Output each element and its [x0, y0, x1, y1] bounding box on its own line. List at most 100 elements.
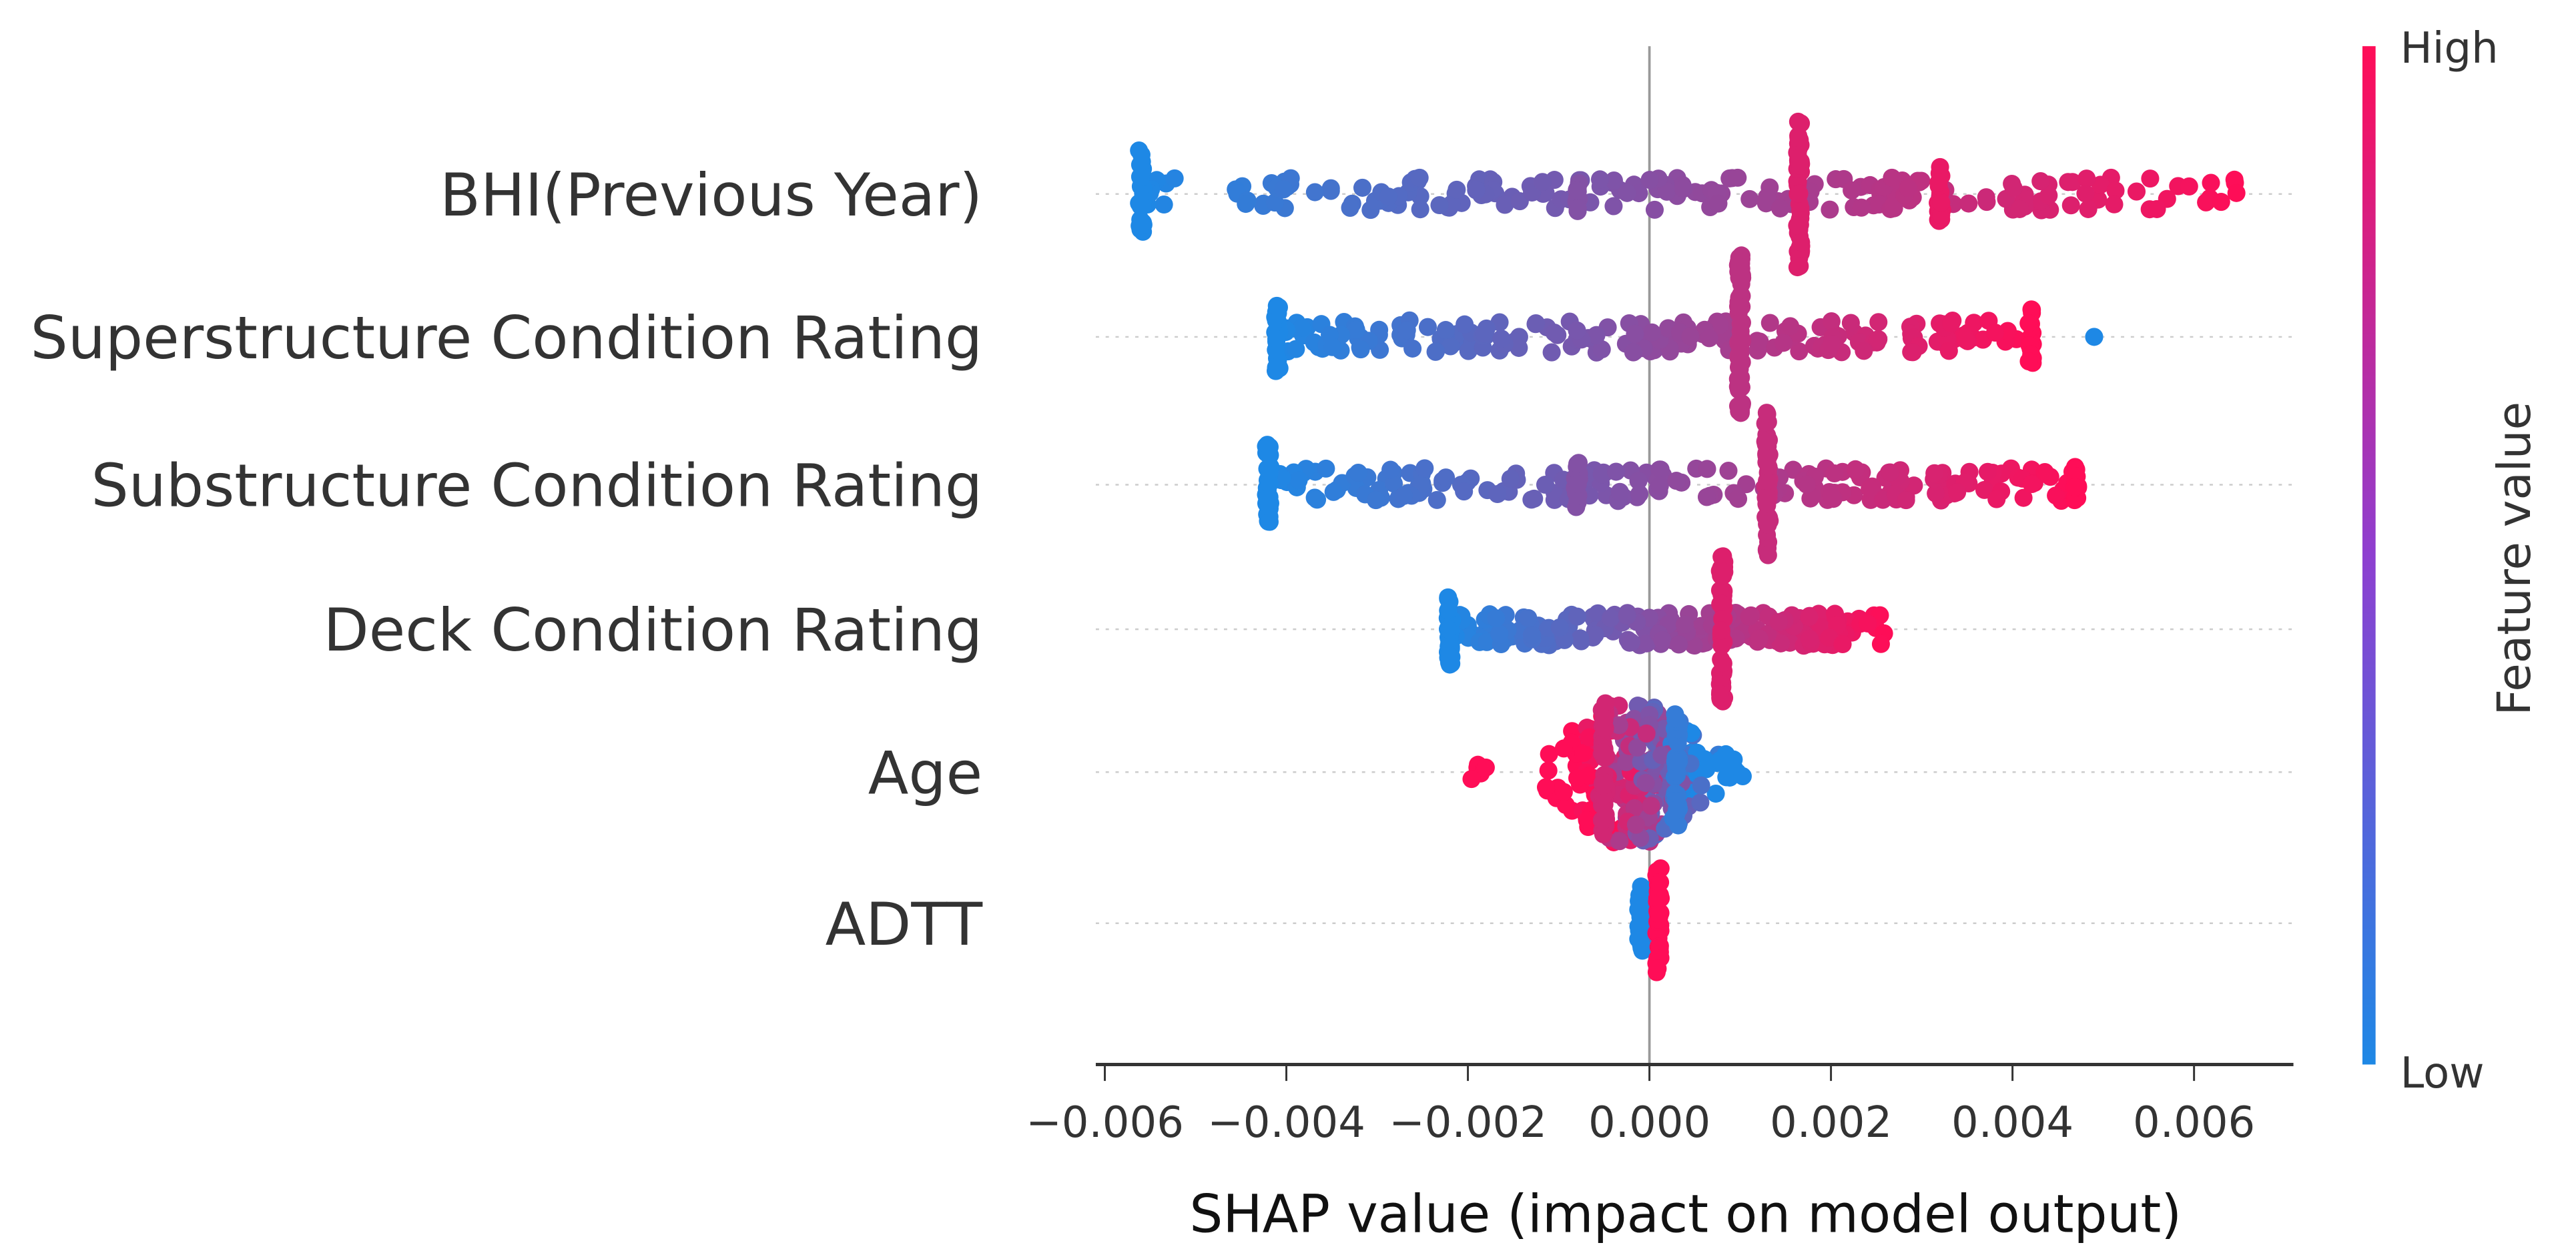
- data-point: [1897, 491, 1915, 510]
- data-point: [1467, 181, 1486, 199]
- data-point: [1260, 438, 1279, 456]
- data-point: [1737, 475, 1756, 494]
- data-point: [1792, 233, 1811, 252]
- data-point: [1710, 581, 1729, 600]
- data-point: [1594, 709, 1613, 727]
- data-point: [1574, 743, 1593, 763]
- data-point: [1649, 905, 1668, 923]
- data-point: [1932, 205, 1951, 225]
- data-point: [1820, 629, 1839, 647]
- data-point: [1667, 472, 1686, 490]
- data-point: [1757, 494, 1776, 513]
- data-point: [1353, 178, 1372, 197]
- data-point: [1510, 338, 1528, 357]
- data-point: [1728, 490, 1748, 508]
- data-point: [1488, 484, 1507, 504]
- data-point: [1571, 629, 1590, 648]
- data-point: [1430, 195, 1449, 215]
- data-point: [1760, 314, 1779, 332]
- data-point: [1637, 724, 1656, 743]
- data-point: [2031, 172, 2050, 191]
- data-point: [1321, 181, 1340, 200]
- data-point: [1728, 297, 1748, 316]
- data-point: [2091, 175, 2110, 194]
- data-point: [1155, 195, 1173, 214]
- data-point: [1624, 343, 1642, 362]
- data-point: [1617, 753, 1636, 771]
- data-point: [1698, 460, 1716, 478]
- data-point: [1846, 460, 1865, 478]
- data-point: [1709, 194, 1728, 213]
- x-tick-label: 0.000: [1588, 1098, 1710, 1148]
- data-point: [1957, 331, 1975, 350]
- data-point: [1903, 343, 1922, 362]
- colorbar-high-label: High: [2400, 24, 2499, 73]
- data-point: [1833, 635, 1852, 654]
- data-point: [1691, 793, 1710, 812]
- data-point: [1859, 614, 1877, 633]
- data-point: [1133, 197, 1152, 216]
- data-point: [2019, 352, 2038, 371]
- data-point: [1651, 873, 1670, 892]
- data-point: [1948, 483, 1967, 502]
- data-point: [1545, 490, 1564, 509]
- data-point: [1587, 326, 1606, 344]
- x-tick-label: −0.002: [1389, 1098, 1547, 1148]
- x-tick-label: −0.006: [1026, 1098, 1184, 1148]
- feature-label: Superstructure Condition Rating: [31, 304, 983, 372]
- data-point: [1758, 515, 1777, 534]
- data-point: [1268, 297, 1287, 316]
- x-tick-label: 0.006: [2133, 1098, 2255, 1148]
- data-point: [1323, 338, 1342, 356]
- data-point: [1681, 327, 1700, 346]
- data-point: [1258, 490, 1277, 508]
- data-point: [1712, 621, 1730, 640]
- data-point: [1568, 321, 1586, 340]
- data-point: [1351, 340, 1370, 359]
- colorbar-low-label: Low: [2400, 1049, 2485, 1098]
- colorbar: [2362, 46, 2376, 1065]
- data-point: [1490, 625, 1509, 643]
- data-point: [1632, 877, 1650, 896]
- x-tick-label: −0.004: [1207, 1098, 1365, 1148]
- data-point: [1618, 606, 1636, 625]
- data-point: [2061, 196, 2080, 215]
- data-point: [1667, 801, 1686, 819]
- data-point: [1610, 716, 1628, 735]
- data-point: [1939, 342, 1958, 360]
- data-point: [1674, 179, 1693, 198]
- data-point: [1959, 194, 1978, 213]
- data-point: [1492, 330, 1511, 348]
- x-tick-label: 0.002: [1770, 1098, 1892, 1148]
- data-point: [1447, 180, 1466, 199]
- data-point: [1651, 460, 1670, 479]
- data-point: [1367, 491, 1385, 510]
- data-point: [2079, 199, 2098, 218]
- data-point: [1781, 317, 1800, 336]
- data-point: [1843, 181, 1861, 199]
- feature-label: Age: [868, 739, 982, 807]
- data-point: [1596, 805, 1615, 824]
- data-point: [1610, 482, 1629, 501]
- data-point: [1822, 312, 1841, 331]
- data-point: [1706, 784, 1725, 803]
- data-point: [1855, 342, 1873, 360]
- data-point: [1260, 474, 1279, 493]
- data-point: [1712, 548, 1731, 566]
- data-point: [1536, 475, 1555, 494]
- x-tick-label: 0.004: [1951, 1098, 2073, 1148]
- data-point: [1790, 342, 1809, 361]
- data-point: [2004, 179, 2023, 197]
- data-point: [1771, 634, 1791, 653]
- x-ticks: −0.006 −0.004 −0.002 0.000 0.002 0.004 0.006: [1026, 1064, 2255, 1148]
- data-point: [1719, 462, 1738, 480]
- data-point: [1439, 647, 1458, 665]
- data-point: [1823, 335, 1841, 354]
- data-point: [1496, 195, 1514, 214]
- data-point: [1670, 635, 1688, 654]
- data-point: [1487, 609, 1506, 628]
- feature-points: [1462, 694, 1752, 851]
- feature-points: [1438, 547, 1893, 711]
- data-point: [1722, 756, 1740, 775]
- data-point: [1625, 799, 1644, 817]
